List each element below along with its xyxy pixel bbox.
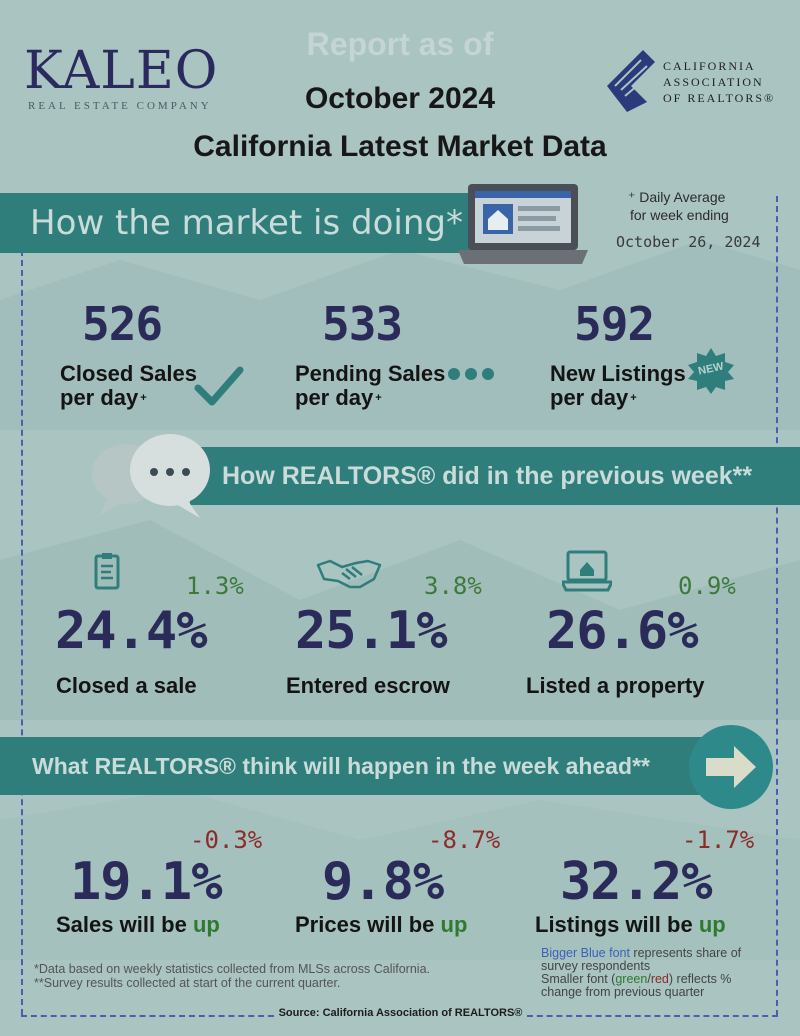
sales-forecast-value: 19.1% — [70, 852, 223, 912]
font-legend: Bigger Blue font represents share of sur… — [541, 947, 773, 999]
daily-average-line2: for week ending — [630, 207, 729, 223]
closed-sales-sup: + — [140, 392, 147, 404]
closed-a-sale-change: 1.3% — [186, 572, 244, 600]
closed-sales-label-line1: Closed Sales — [60, 361, 197, 386]
listed-a-property-change: 0.9% — [678, 572, 736, 600]
new-listings-value: 592 — [574, 297, 655, 351]
legend-blue-text: Bigger Blue font — [541, 946, 630, 960]
listed-a-property-label: Listed a property — [526, 673, 705, 698]
kaleo-logo-text: KALEO — [24, 41, 219, 101]
legend-slash: / — [647, 972, 651, 986]
listings-forecast-label: Listings will be up — [535, 913, 726, 937]
new-badge-icon: NEW — [688, 348, 734, 394]
arrow-right-icon — [689, 725, 773, 809]
new-listings-sup: + — [630, 392, 637, 404]
checkmark-icon — [194, 366, 244, 406]
frame-right-border — [776, 196, 778, 1016]
entered-escrow-value: 25.1% — [295, 601, 448, 661]
new-listings-label-line2: per day — [550, 385, 629, 410]
pending-sales-sup: + — [375, 392, 382, 404]
pending-sales-label-line2: per day — [295, 385, 374, 410]
closed-sales-label-line2: per day — [60, 385, 139, 410]
closed-sales-value: 526 — [82, 297, 163, 351]
pending-sales-value: 533 — [322, 297, 403, 351]
car-logo-line2: ASSOCIATION — [663, 75, 764, 89]
legend-small-line: Smaller font (green/red) reflects % chan… — [541, 973, 773, 999]
kaleo-tagline: REAL ESTATE COMPANY — [28, 100, 212, 112]
legend-green-text: green — [615, 972, 648, 986]
legend-blue-rest: represents share of survey respondents — [541, 946, 742, 973]
closed-a-sale-label: Closed a sale — [56, 673, 197, 698]
car-logo: CALIFORNIA ASSOCIATION OF REALTORS® — [603, 46, 793, 116]
car-logo-mark-icon — [607, 50, 655, 112]
clipboard-icon — [94, 553, 120, 590]
frame-bottom-border-right — [527, 1015, 778, 1017]
prices-forecast-label: Prices will be up — [295, 913, 467, 937]
frame-bottom-border-left — [21, 1015, 274, 1017]
car-logo-line3: OF REALTORS® — [663, 91, 776, 105]
prices-forecast-direction: up — [440, 912, 468, 937]
prices-forecast-change: -8.7% — [428, 826, 501, 854]
kaleo-logo: KALEO REAL ESTATE COMPANY — [24, 44, 239, 124]
dots-icon — [448, 368, 494, 380]
new-listings-label-line1: New Listings — [550, 361, 686, 386]
pending-sales-label: Pending Sales per day + — [295, 362, 445, 410]
laptop-listing-icon — [458, 184, 588, 264]
previous-heading-band — [190, 447, 800, 505]
sales-forecast-label-text: Sales will be — [56, 912, 187, 937]
prices-forecast-value: 9.8% — [322, 852, 444, 912]
car-logo-line1: CALIFORNIA — [663, 59, 756, 73]
laptop-house-icon — [562, 550, 612, 592]
ahead-heading: What REALTORS® think will happen in the … — [32, 753, 651, 779]
entered-escrow-change: 3.8% — [424, 572, 482, 600]
sales-forecast-change: -0.3% — [190, 826, 263, 854]
legend-red-text: red — [650, 972, 669, 986]
chat-bubbles-icon — [92, 434, 210, 518]
handshake-icon — [316, 559, 382, 589]
source-credit: Source: California Association of REALTO… — [278, 1007, 523, 1019]
listings-forecast-direction: up — [698, 912, 726, 937]
market-heading-band — [0, 193, 480, 253]
listings-forecast-value: 32.2% — [560, 852, 713, 912]
closed-sales-label: Closed Sales per day + — [60, 362, 197, 410]
report-as-of: Report as of — [306, 26, 494, 62]
listings-forecast-label-text: Listings will be — [535, 912, 693, 937]
prices-forecast-label-text: Prices will be — [295, 912, 435, 937]
new-listings-label: New Listings per day + — [550, 362, 686, 410]
survey-footnote: **Survey results collected at start of t… — [34, 976, 341, 990]
closed-a-sale-value: 24.4% — [55, 601, 208, 661]
daily-average-note: ⁺ Daily Average for week ending — [614, 188, 764, 224]
listings-forecast-change: -1.7% — [682, 826, 755, 854]
previous-heading: How REALTORS® did in the previous week** — [222, 462, 753, 490]
sales-forecast-direction: up — [192, 912, 220, 937]
pending-sales-label-line1: Pending Sales — [295, 361, 446, 386]
legend-small-pre: Smaller font ( — [541, 972, 616, 986]
page-title: California Latest Market Data — [193, 130, 607, 163]
entered-escrow-label: Entered escrow — [286, 673, 450, 698]
data-footnote: *Data based on weekly statistics collect… — [34, 962, 430, 976]
legend-small-post: ) reflects % change from previous quarte… — [541, 972, 732, 999]
ahead-heading-band — [0, 737, 720, 795]
frame-left-border — [21, 230, 23, 1015]
legend-blue-line: Bigger Blue font represents share of sur… — [541, 947, 773, 973]
footnotes: *Data based on weekly statistics collect… — [34, 962, 504, 990]
week-ending-date: October 26, 2024 — [616, 233, 761, 251]
sales-forecast-label: Sales will be up — [56, 913, 220, 937]
market-heading: How the market is doing* — [30, 203, 463, 243]
report-month: October 2024 — [304, 82, 496, 115]
listed-a-property-value: 26.6% — [546, 601, 699, 661]
daily-average-line1: ⁺ Daily Average — [628, 189, 726, 205]
